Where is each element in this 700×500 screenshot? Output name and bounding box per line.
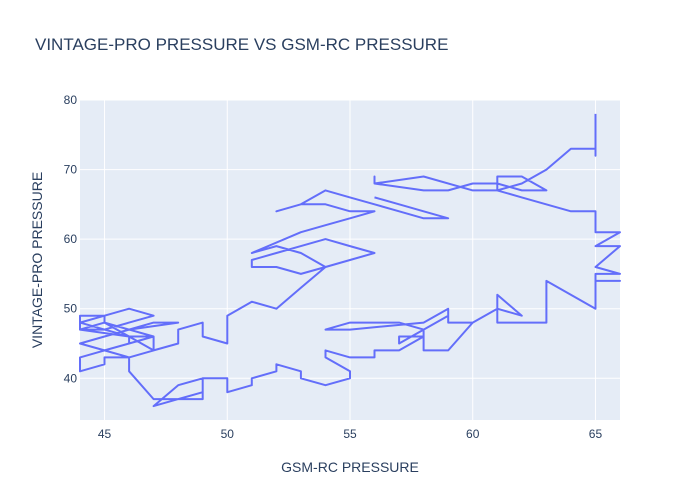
x-tick-labels: 45 50 55 60 65 [98,427,603,441]
x-tick-label: 65 [589,427,603,441]
y-tick-label: 80 [64,93,78,107]
y-axis-title: VINTAGE-PRO PRESSURE [29,172,45,348]
y-tick-labels: 40 50 60 70 80 [64,93,78,385]
series-line [79,113,621,408]
y-tick-label: 50 [64,302,78,316]
x-tick-label: 55 [343,427,357,441]
x-tick-label: 50 [221,427,235,441]
y-tick-label: 40 [64,371,78,385]
chart-title: VINTAGE-PRO PRESSURE VS GSM-RC PRESSURE [35,35,448,54]
x-tick-label: 60 [466,427,480,441]
y-gridlines [80,99,620,379]
y-tick-label: 60 [64,232,78,246]
y-tick-label: 70 [64,163,78,177]
x-axis-title: GSM-RC PRESSURE [281,459,419,475]
x-tick-label: 45 [98,427,112,441]
series-layer [79,113,621,408]
